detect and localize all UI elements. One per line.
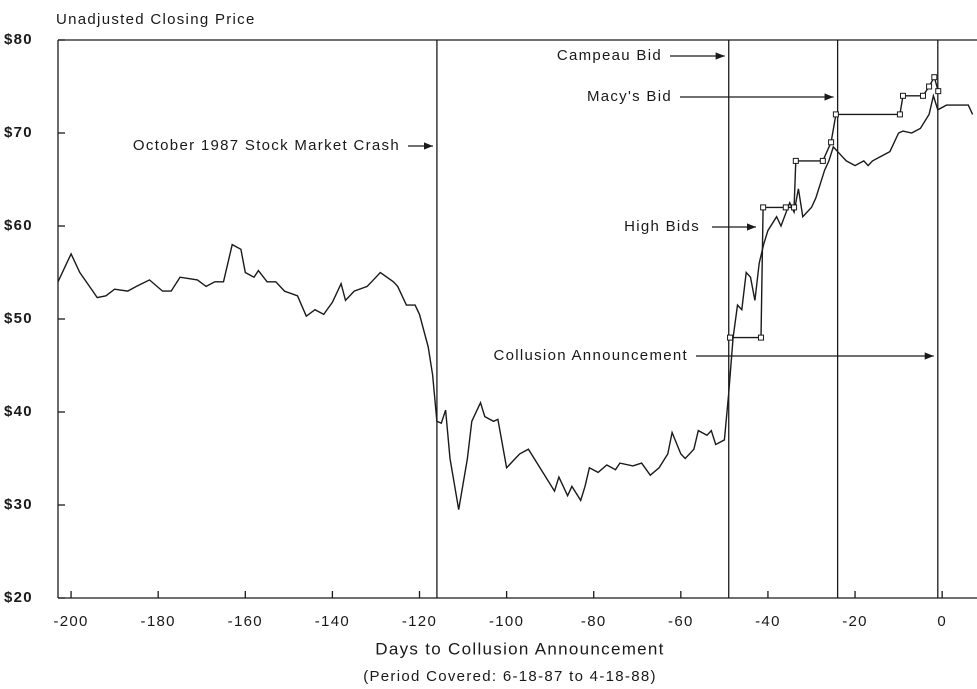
x-tick-label: -120 <box>402 613 437 630</box>
bid-marker <box>931 74 938 81</box>
y-tick-label: $40 <box>4 403 33 420</box>
x-tick-label: -40 <box>755 613 781 630</box>
bid-marker <box>760 204 767 211</box>
x-tick-label: 0 <box>937 613 947 630</box>
event-label: Macy's Bid <box>587 88 672 105</box>
x-tick-label: -140 <box>315 613 350 630</box>
x-tick-label: -20 <box>842 613 868 630</box>
x-tick-label: -80 <box>581 613 607 630</box>
event-label: Campeau Bid <box>557 47 662 64</box>
bid-marker <box>727 334 734 341</box>
event-label: Collusion Announcement <box>493 347 688 364</box>
annotation: High Bids <box>624 218 700 235</box>
y-tick-label: $30 <box>4 496 33 513</box>
x-tick-label: -100 <box>489 613 524 630</box>
y-axis-title: Unadjusted Closing Price <box>56 11 256 28</box>
bid-marker <box>919 92 926 99</box>
bid-marker <box>757 334 764 341</box>
y-tick-label: $70 <box>4 124 33 141</box>
y-tick-label: $80 <box>4 31 33 48</box>
bid-marker <box>832 111 839 118</box>
x-tick-label: -200 <box>53 613 88 630</box>
bid-marker <box>792 157 799 164</box>
bid-marker <box>899 92 906 99</box>
bid-marker <box>828 139 835 146</box>
bid-marker <box>935 88 942 95</box>
x-tick-label: -180 <box>141 613 176 630</box>
subtitle: (Period Covered: 6-18-87 to 4-18-88) <box>363 668 657 685</box>
x-tick-label: -60 <box>668 613 694 630</box>
y-tick-label: $60 <box>4 217 33 234</box>
y-tick-label: $50 <box>4 310 33 327</box>
y-tick-label: $20 <box>4 589 33 606</box>
bid-marker <box>926 83 933 90</box>
bid-marker <box>791 204 798 211</box>
bid-marker <box>782 204 789 211</box>
x-axis-title: Days to Collusion Announcement <box>375 639 664 658</box>
x-tick-label: -160 <box>228 613 263 630</box>
bid-marker <box>896 111 903 118</box>
event-label: October 1987 Stock Market Crash <box>133 137 400 154</box>
bid-marker <box>819 157 826 164</box>
price-line <box>57 93 974 510</box>
